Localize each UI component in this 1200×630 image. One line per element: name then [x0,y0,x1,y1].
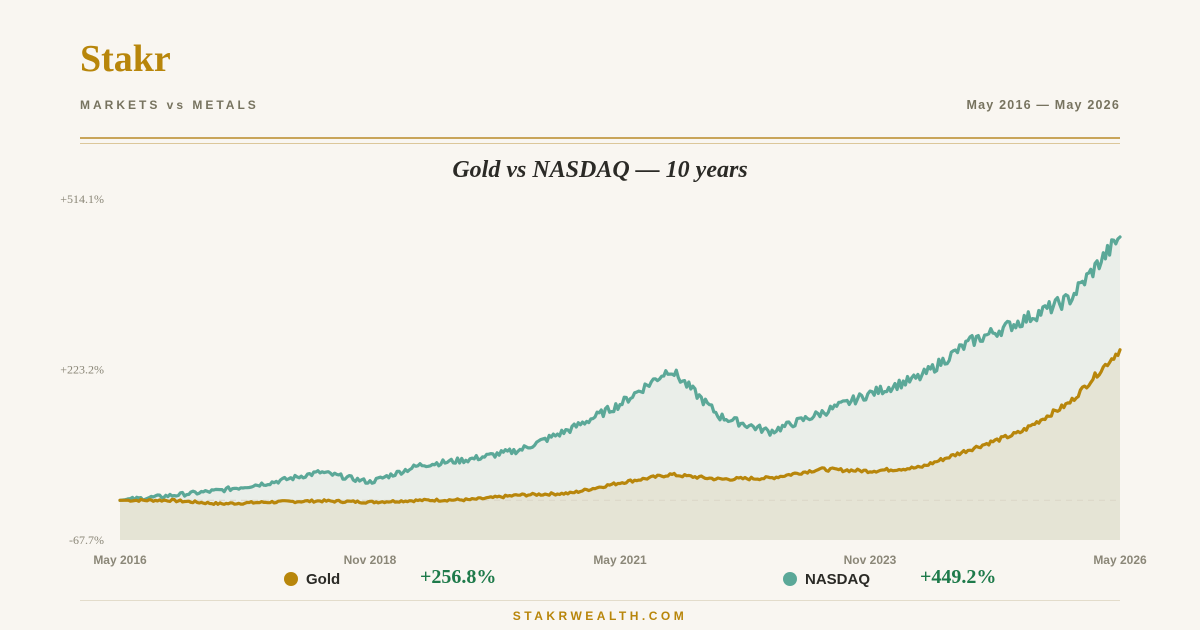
header-divider [80,137,1120,139]
y-tick-label: -67.7% [69,533,104,547]
gold-area [120,349,1120,540]
chart-title: Gold vs NASDAQ — 10 years [452,157,748,183]
header-divider-thin [80,143,1120,144]
footer-divider [80,600,1120,601]
y-tick-label: +223.2% [60,363,104,377]
x-tick-label: May 2016 [93,553,147,567]
x-tick-label: May 2021 [593,553,647,567]
date-range: May 2016 — May 2026 [966,98,1120,112]
x-tick-label: Nov 2023 [844,553,897,567]
nasdaq-legend-dot [783,572,797,586]
nasdaq-series-line [118,235,1122,502]
brand-logo: Stakr [80,38,171,80]
x-tick-label: Nov 2018 [344,553,397,567]
gold-legend-dot [284,572,298,586]
gold-return-value: +256.8% [420,566,497,588]
legend-label-gold: Gold [306,571,341,588]
nasdaq-area [120,237,1120,540]
legend-label-nasdaq: NASDAQ [805,571,871,588]
page-subtitle: MARKETS vs METALS [80,98,259,112]
nasdaq-return-value: +449.2% [920,566,997,588]
x-tick-label: May 2026 [1093,553,1147,567]
y-tick-label: +514.1% [60,192,104,206]
gold-series-line [118,348,1122,506]
footer-site: STAKRWEALTH.COM [512,609,688,623]
